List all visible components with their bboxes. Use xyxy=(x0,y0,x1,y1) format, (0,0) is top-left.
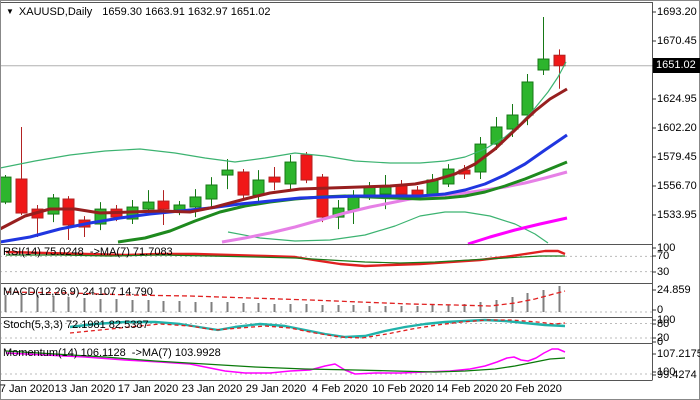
time-axis-label: 14 Feb 2020 xyxy=(436,383,498,395)
rsi-axis-label: 70 xyxy=(657,250,670,262)
candle-body xyxy=(506,114,519,130)
candle-body xyxy=(521,81,534,116)
candle-body xyxy=(221,169,234,176)
candle-body xyxy=(284,161,297,185)
rsi-line xyxy=(5,249,566,268)
candle-body xyxy=(537,58,550,71)
ohlc-quote-text: 1659.30 1663.91 1632.97 1651.02 xyxy=(102,6,271,18)
time-axis-label: 10 Feb 2020 xyxy=(372,383,434,395)
time-axis-label: 23 Jan 2020 xyxy=(181,383,243,395)
candle-body xyxy=(379,186,392,195)
time-axis-label: 13 Jan 2020 xyxy=(54,383,116,395)
macd-signal-line xyxy=(5,290,566,307)
candle-body xyxy=(252,179,265,196)
symbol-dropdown-icon[interactable]: ▼ xyxy=(6,7,14,16)
candle-body xyxy=(157,200,170,210)
candle-body xyxy=(142,201,155,210)
ma-blue xyxy=(0,133,568,244)
candle-body xyxy=(15,178,28,214)
rsi-pane-label: RSI(14) 75.0248 ->MA(7) 71.7083 xyxy=(3,246,173,258)
rsi-axis-label: 30 xyxy=(657,266,670,278)
stoch-axis-label: 0 xyxy=(657,336,664,348)
rsi-axis-label: 100 xyxy=(657,242,676,254)
stoch-axis-label: 20 xyxy=(657,332,670,344)
momentum-axis-label: 99.4274 xyxy=(657,369,697,381)
ma-green xyxy=(117,160,568,244)
stoch-axis-label: 80 xyxy=(657,318,670,330)
price-axis-label: 1602.20 xyxy=(657,122,697,134)
chart-title: ▼ XAUUSD,Daily 1659.30 1663.91 1632.97 165… xyxy=(6,6,271,18)
macd-axis-label: 0 xyxy=(657,304,664,316)
candle-body xyxy=(62,198,75,226)
candle-body xyxy=(553,54,566,67)
momentum-line xyxy=(5,348,566,375)
momentum-axis-label: 100 xyxy=(657,366,676,378)
stochastic-pane-label: Stoch(5,3,3) 72.1981 82.5387 xyxy=(3,319,149,331)
momentum-axis-label: 107.2175 xyxy=(657,348,700,360)
candle-body xyxy=(237,171,250,196)
ma-maroon xyxy=(0,87,568,231)
price-axis-label: 1533.95 xyxy=(657,209,697,221)
candle-body xyxy=(47,197,60,215)
momentum-pane-label: Momentum(14) 106.1128 ->MA(7) 103.9928 xyxy=(3,347,221,359)
ma-magenta xyxy=(467,216,568,246)
price-axis-label: 1579.45 xyxy=(657,151,697,163)
candle-body xyxy=(268,176,281,183)
candle-body xyxy=(94,208,107,225)
candle-body xyxy=(189,196,202,208)
macd-axis-label: 24.859 xyxy=(657,284,691,296)
price-axis-label: 1556.70 xyxy=(657,180,697,192)
time-axis-label: 20 Feb 2020 xyxy=(500,383,562,395)
symbol-timeframe-label: XAUUSD,Daily xyxy=(18,6,93,18)
current-price-badge: 1651.02 xyxy=(653,58,700,73)
candle-body xyxy=(300,154,313,181)
price-axis-label: 1624.95 xyxy=(657,93,697,105)
time-axis-label: 4 Feb 2020 xyxy=(312,383,368,395)
bollinger-lower xyxy=(227,211,549,244)
candle-body xyxy=(205,184,218,200)
stoch-d-line xyxy=(69,319,566,339)
price-axis-label: 1693.20 xyxy=(657,6,697,18)
time-axis-label: 29 Jan 2020 xyxy=(245,383,307,395)
rsi-ma-line xyxy=(6,254,565,264)
price-axis-label: 1670.45 xyxy=(657,35,697,47)
time-axis-label: 7 Jan 2020 xyxy=(0,383,55,395)
candle-body xyxy=(0,176,12,203)
time-axis-label: 17 Jan 2020 xyxy=(117,383,179,395)
macd-pane-label: MACD(12,26,9) 24.107 14.790 xyxy=(3,286,153,298)
candle-body xyxy=(490,126,503,145)
stoch-axis-label: 100 xyxy=(657,314,676,326)
momentum-ma-line xyxy=(5,350,566,373)
